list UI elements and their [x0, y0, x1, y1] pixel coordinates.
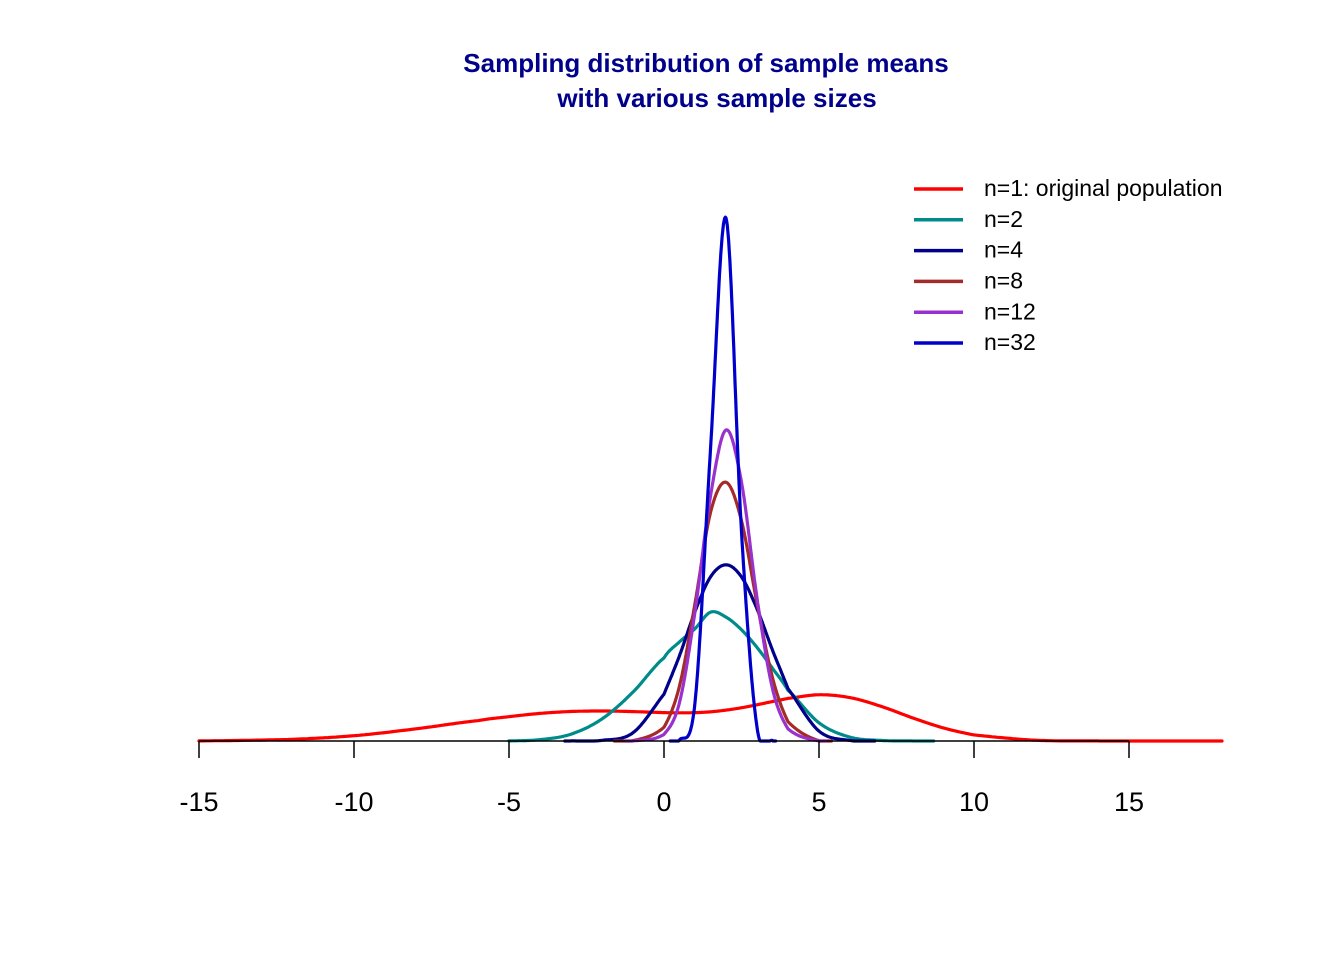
- x-tick-label: -5: [497, 787, 521, 817]
- x-tick-label: 0: [656, 787, 671, 817]
- legend-label: n=32: [984, 329, 1036, 355]
- x-tick-label: 5: [811, 787, 826, 817]
- density-curves: [197, 215, 1224, 743]
- chart-title-line-1: Sampling distribution of sample means: [463, 48, 948, 78]
- legend-label: n=12: [984, 298, 1036, 324]
- series-line-1: [197, 693, 1224, 743]
- legend-label: n=4: [984, 237, 1023, 263]
- legend-label: n=1: original population: [984, 175, 1223, 201]
- x-tick-label: -15: [179, 787, 218, 817]
- series-line-5: [625, 428, 827, 743]
- chart-title-line-2: with various sample sizes: [556, 83, 876, 113]
- x-tick-label: 10: [959, 787, 989, 817]
- series-line-2: [507, 610, 936, 743]
- legend-label: n=2: [984, 206, 1023, 232]
- x-tick-label: 15: [1114, 787, 1144, 817]
- x-tick-label: -10: [334, 787, 373, 817]
- legend: n=1: original population n=2 n=4 n=8 n=12 n=3…: [914, 175, 1223, 355]
- series-line-4: [612, 480, 833, 743]
- series-line-3: [563, 563, 877, 743]
- legend-label: n=8: [984, 267, 1023, 293]
- x-axis: -15 -10 -5 0 5 10 15: [179, 740, 1144, 817]
